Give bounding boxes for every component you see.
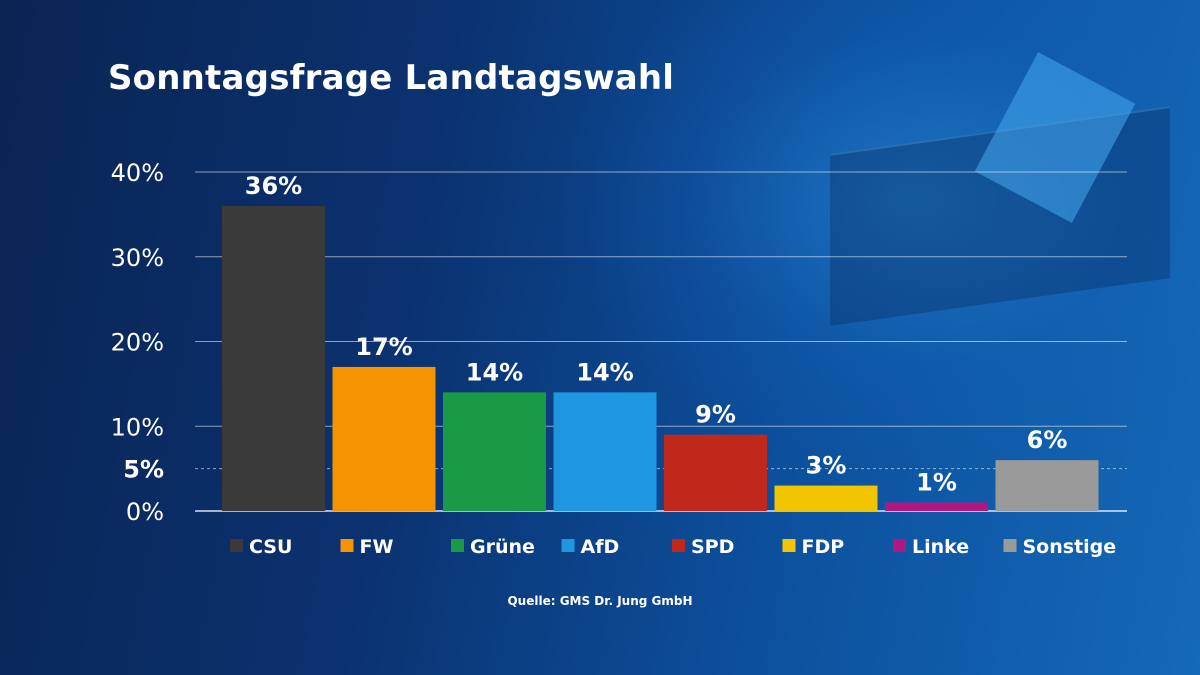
legend-swatch (782, 539, 796, 552)
bar (222, 205, 325, 511)
data-label: 3% (806, 452, 847, 480)
legend-swatch (230, 539, 243, 552)
legend-label: CSU (249, 536, 292, 558)
data-label: 14% (576, 358, 633, 386)
legend-label: FDP (802, 536, 845, 558)
legend-label: Grüne (470, 536, 535, 558)
legend-swatch (561, 539, 575, 552)
source-note: Quelle: GMS Dr. Jung GmbH (507, 594, 693, 608)
data-label: 1% (916, 469, 957, 497)
data-label: 17% (355, 333, 412, 361)
legend-label: AfD (581, 536, 620, 558)
data-label: 36% (245, 172, 302, 200)
bar (443, 392, 546, 511)
legend-label: SPD (691, 536, 734, 558)
background-glow (560, 0, 1200, 460)
bar (774, 485, 878, 511)
y-tick-label: 20% (111, 329, 164, 357)
legend-swatch (340, 539, 354, 552)
bar (995, 460, 1099, 511)
y-tick-label: 10% (111, 413, 164, 441)
y-tick-label: 0% (126, 498, 164, 526)
bar (332, 366, 436, 511)
bar (553, 392, 657, 511)
legend-swatch (1003, 539, 1017, 552)
legend-label: Linke (912, 536, 969, 558)
legend-swatch (451, 539, 464, 552)
legend-swatch (893, 539, 906, 552)
bar (664, 434, 767, 511)
y-tick-label: 30% (111, 244, 164, 272)
y-tick-label: 5% (123, 456, 164, 484)
chart-title: Sonntagsfrage Landtagswahl (108, 58, 675, 98)
data-label: 14% (466, 358, 523, 386)
data-label: 6% (1027, 426, 1068, 454)
legend-label: FW (360, 536, 394, 558)
data-label: 9% (695, 401, 736, 429)
legend-label: Sonstige (1023, 536, 1117, 558)
legend-swatch (672, 539, 685, 552)
bar (885, 502, 988, 511)
y-tick-label: 40% (111, 159, 164, 187)
